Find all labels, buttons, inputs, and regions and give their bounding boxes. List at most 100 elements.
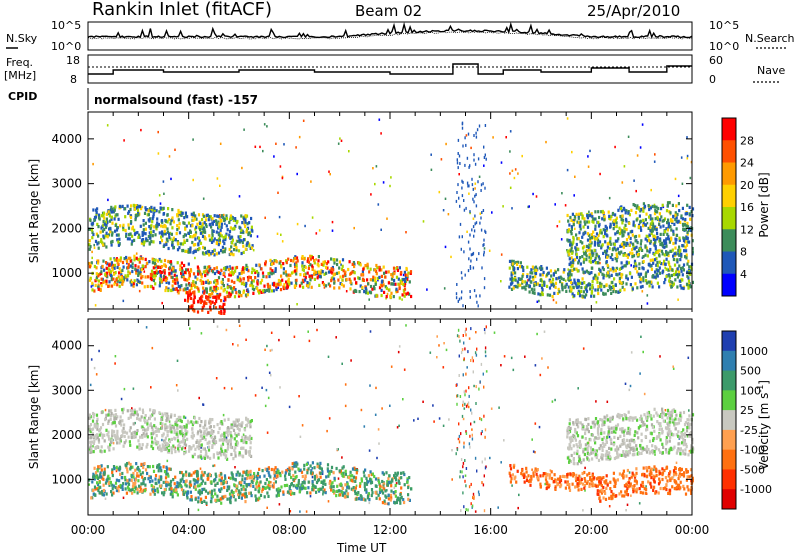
echo-cell [88, 447, 92, 451]
echo-cell [373, 268, 376, 272]
echo-cell [618, 272, 621, 276]
echo-cell [648, 439, 652, 443]
echo-cell [659, 232, 662, 236]
echo-cell [552, 272, 555, 276]
echo-cell [573, 267, 576, 271]
noise-right-tick-bottom: 10^0 [709, 40, 739, 53]
scatter-cell [588, 210, 590, 213]
echo-cell [575, 431, 578, 435]
echo-cell [648, 263, 651, 267]
scatter-cell [223, 299, 225, 302]
echo-cell [668, 427, 671, 431]
echo-cell [588, 259, 591, 263]
echo-cell [238, 238, 241, 242]
echo-cell [244, 224, 247, 229]
echo-cell [225, 232, 228, 236]
echo-cell [357, 276, 360, 280]
echo-cell [187, 231, 190, 235]
echo-cell [260, 267, 263, 271]
echo-cell [92, 450, 95, 454]
scatter-cell [429, 351, 432, 354]
echo-cell [223, 435, 226, 439]
echo-cell [593, 248, 596, 252]
scatter-cell [444, 245, 447, 249]
scatter-cell [336, 448, 338, 451]
echo-cell [626, 277, 629, 281]
scatter-cell [254, 145, 257, 148]
scatter-cell [202, 403, 205, 406]
echo-cell [160, 270, 163, 274]
echo-cell [185, 283, 188, 287]
echo-cell [229, 438, 232, 443]
echo-cell [209, 417, 212, 422]
echo-cell [508, 266, 511, 270]
echo-cell [584, 231, 587, 235]
echo-cell [201, 294, 204, 298]
scatter-cell [224, 222, 226, 225]
echo-cell [639, 219, 642, 223]
echo-cell [203, 252, 206, 256]
echo-cell [230, 245, 233, 249]
echo-cell [150, 436, 153, 440]
echo-cell [203, 228, 206, 232]
echo-cell [591, 260, 595, 264]
echo-cell [234, 288, 237, 292]
echo-cell [178, 416, 181, 420]
echo-cell [617, 290, 620, 294]
echo-cell [154, 429, 157, 434]
echo-cell [668, 240, 671, 244]
streak-cell [456, 394, 459, 398]
scatter-cell [296, 303, 298, 306]
echo-cell [118, 204, 121, 208]
echo-cell [622, 245, 625, 249]
echo-cell [196, 277, 199, 281]
echo-cell [390, 273, 393, 277]
echo-cell [690, 422, 693, 426]
echo-cell [608, 216, 611, 220]
echo-cell [114, 438, 117, 442]
scatter-cell [674, 177, 677, 181]
echo-cell [645, 278, 648, 283]
echo-cell [634, 282, 637, 286]
echo-cell [641, 207, 644, 211]
echo-cell [251, 244, 254, 248]
echo-cell [152, 286, 155, 290]
echo-cell [183, 270, 187, 274]
echo-cell [568, 274, 571, 278]
echo-cell [101, 422, 105, 427]
streak-cell [484, 331, 486, 335]
scatter-cell [298, 135, 301, 139]
echo-cell [182, 445, 185, 450]
echo-cell [142, 410, 145, 415]
echo-cell [340, 267, 344, 271]
echo-cell [655, 228, 658, 232]
echo-cell [683, 440, 686, 444]
echo-cell [177, 449, 180, 453]
echo-cell [684, 227, 687, 231]
echo-cell [668, 274, 671, 278]
scatter-cell [511, 484, 513, 487]
echo-cell [177, 284, 180, 288]
echo-cell [141, 434, 144, 438]
echo-cell [91, 288, 94, 292]
echo-cell [672, 214, 675, 218]
echo-cell [576, 237, 579, 241]
echo-cell [246, 265, 249, 270]
echo-cell [144, 208, 148, 212]
echo-cell [227, 429, 230, 433]
echo-cell [252, 288, 256, 292]
echo-cell [668, 431, 671, 435]
echo-cell [349, 280, 352, 284]
echo-cell [210, 240, 214, 244]
echo-cell [217, 214, 220, 218]
streak-cell [460, 351, 463, 355]
echo-cell [333, 272, 336, 276]
echo-cell [99, 230, 102, 234]
echo-cell [684, 240, 687, 244]
echo-cell [200, 299, 203, 303]
echo-cell [688, 212, 691, 216]
echo-cell [568, 257, 571, 261]
echo-cell [591, 421, 595, 425]
scatter-cell [503, 355, 506, 358]
echo-cell [330, 257, 333, 261]
